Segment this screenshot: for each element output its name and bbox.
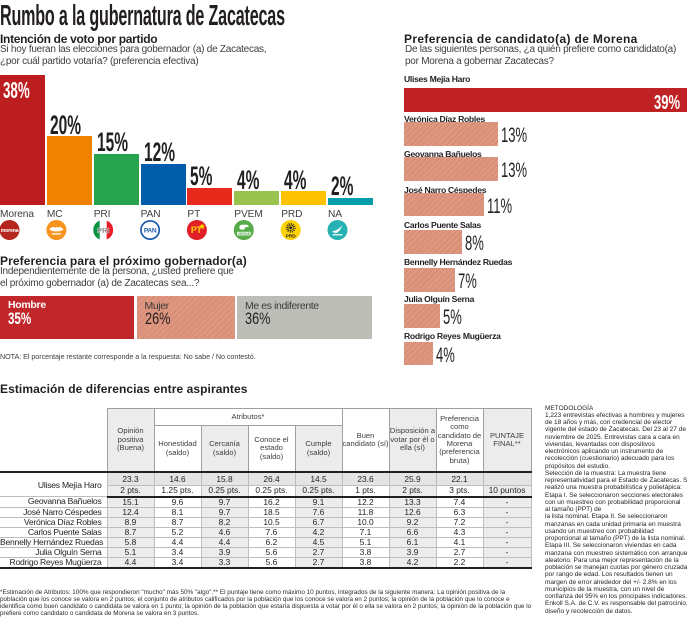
- svg-text:PRI: PRI: [97, 226, 110, 235]
- svg-text:PAN: PAN: [144, 228, 157, 235]
- svg-text:PT: PT: [191, 225, 203, 235]
- svg-text:morena: morena: [1, 228, 20, 234]
- svg-text:PRD: PRD: [286, 234, 297, 240]
- svg-text:VERDE: VERDE: [238, 232, 251, 236]
